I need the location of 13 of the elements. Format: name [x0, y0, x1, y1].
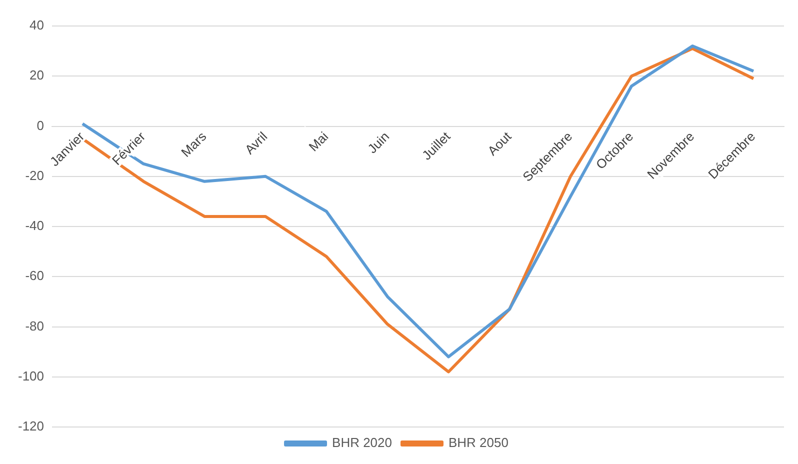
y-tick-label: 40 [30, 18, 44, 33]
legend-label: BHR 2050 [448, 435, 508, 450]
x-tick-label: Juin [364, 128, 392, 156]
legend-label: BHR 2020 [332, 435, 392, 450]
y-tick-label: -100 [18, 368, 44, 384]
y-tick-label: -20 [25, 168, 44, 183]
x-tick-label: Mai [306, 128, 332, 154]
y-tick-label: -40 [25, 218, 44, 234]
y-tick-label: 0 [36, 118, 44, 133]
y-tick-label: -120 [18, 418, 44, 434]
y-tick-label: 20 [30, 68, 44, 83]
y-tick-label: -80 [25, 318, 44, 334]
y-tick-label: -60 [25, 268, 44, 284]
